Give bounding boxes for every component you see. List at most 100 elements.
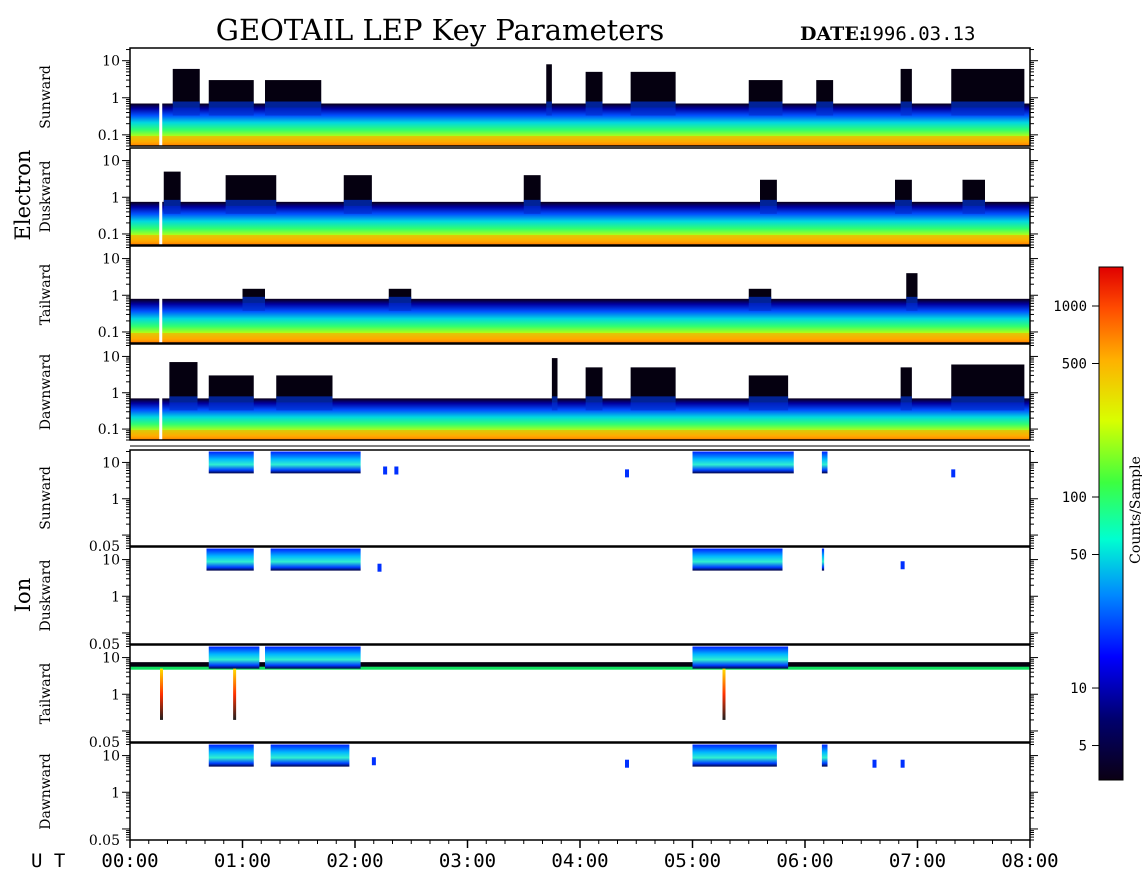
- y-tick-label: 1: [111, 785, 120, 801]
- y-axis: 10 1 0.1: [98, 345, 1038, 441]
- x-tick-label: 03:00: [439, 850, 496, 872]
- panel-frame: [129, 546, 1031, 645]
- panel-frame: [129, 449, 1031, 547]
- panel-label: Tailward: [38, 663, 54, 725]
- x-tick-label: 06:00: [776, 850, 833, 872]
- y-tick-label: 0.1: [98, 325, 120, 341]
- electron-burst-fringe: [265, 101, 322, 116]
- ion-block: [206, 548, 254, 571]
- colorbar-ticks: 1000 500 100 50 10 5: [1053, 299, 1099, 755]
- colorbar-tick-label: 50: [1070, 548, 1087, 564]
- ion-block: [692, 548, 783, 571]
- y-tick-label: 1: [111, 91, 120, 107]
- panel-label: Tailward: [38, 264, 54, 326]
- electron-burst-fringe: [585, 396, 603, 411]
- electron-hot-strip: [130, 333, 1030, 341]
- y-tick-label: 10: [102, 54, 120, 70]
- ion-speck: [625, 759, 629, 768]
- electron-burst-fringe: [900, 101, 912, 116]
- x-tick-label: 08:00: [1001, 850, 1058, 872]
- data-gap: [159, 344, 163, 440]
- y-tick-label: 1: [111, 288, 120, 304]
- panel-frame: [129, 47, 1031, 147]
- electron-burst-fringe: [523, 199, 541, 214]
- ion-block: [692, 646, 789, 669]
- y-axis: 10 1 0.05: [89, 548, 1038, 653]
- electron-burst-fringe: [895, 199, 912, 214]
- ion-speck: [377, 563, 382, 572]
- y-axis: 10 1 0.05: [89, 646, 1038, 751]
- ion-speck: [951, 469, 956, 478]
- ion-spike: [233, 668, 237, 720]
- colorbar-tick-label: 1000: [1053, 299, 1087, 315]
- electron-burst-fringe: [748, 396, 789, 411]
- panel-data: [208, 744, 905, 768]
- electron-burst-fringe: [962, 199, 985, 214]
- electron-burst: [585, 367, 603, 403]
- panels: 10 1 0.1 Sunward 10 1 0.1 Duskward 10 1 0.1 Tailwar…: [38, 47, 1038, 849]
- electron-burst-fringe: [551, 396, 558, 411]
- electron-burst-fringe: [585, 101, 603, 116]
- electron-burst: [523, 175, 541, 206]
- ion-spike: [722, 668, 726, 720]
- ion-block: [821, 548, 825, 571]
- y-tick-label: 1: [111, 687, 120, 703]
- ion-baseline-edge: [130, 666, 1030, 670]
- electron-burst: [900, 367, 912, 403]
- electron-burst-fringe: [630, 101, 676, 116]
- electron-burst: [169, 362, 198, 403]
- y-tick-label: 10: [102, 455, 120, 471]
- y-axis: 10 1 0.05: [89, 451, 1038, 555]
- electron-burst: [546, 64, 552, 108]
- x-tick-label: 04:00: [551, 850, 608, 872]
- panel-data: [206, 548, 905, 572]
- electron-burst: [163, 171, 181, 206]
- colorbar: [1098, 266, 1124, 781]
- ion-block: [692, 744, 777, 767]
- y-tick-label: 1: [111, 386, 120, 402]
- ion-block: [270, 548, 361, 571]
- electron-burst: [906, 273, 918, 303]
- ion-block: [265, 646, 361, 669]
- panel-electron-dawnward: 10 1 0.1 Dawnward: [38, 343, 1038, 441]
- panel-ion-sunward: 10 1 0.05 Sunward: [38, 449, 1038, 555]
- electron-burst-fringe: [208, 396, 254, 411]
- panel-frame: [129, 343, 1031, 441]
- date-value: 1996.03.13: [861, 23, 975, 45]
- y-axis: 10 1 0.1: [98, 49, 1038, 147]
- panel-data: [208, 451, 956, 478]
- x-axis-ticks: 00:00 01:00 02:00 03:00 04:00 05:00 06:00 07:00…: [101, 840, 1059, 872]
- electron-burst-fringe: [276, 396, 333, 411]
- y-tick-label: 0.05: [89, 637, 120, 653]
- panel-electron-sunward: 10 1 0.1 Sunward: [38, 47, 1038, 147]
- panel-frame: [129, 147, 1031, 246]
- ion-speck: [900, 759, 905, 768]
- electron-burst-fringe: [900, 396, 912, 411]
- ion-block: [692, 451, 794, 474]
- electron-burst-fringe: [951, 396, 1025, 411]
- ion-speck: [383, 466, 388, 475]
- colorbar-tick-label: 500: [1062, 356, 1087, 372]
- ion-spike: [160, 668, 163, 720]
- electron-burst-fringe: [163, 199, 181, 214]
- data-gap: [159, 148, 163, 245]
- y-tick-label: 0.05: [89, 735, 120, 751]
- y-tick-label: 10: [102, 154, 120, 170]
- panel-label: Duskward: [38, 560, 54, 632]
- electron-burst-fringe: [172, 101, 200, 116]
- y-tick-label: 10: [102, 349, 120, 365]
- ion-speck: [371, 757, 376, 766]
- ion-block: [208, 744, 254, 767]
- ion-speck: [872, 759, 877, 768]
- panel-electron-duskward: 10 1 0.1 Duskward: [38, 147, 1038, 246]
- ion-block: [270, 744, 350, 767]
- colorbar-tick-label: 5: [1079, 739, 1087, 755]
- ion-block: [821, 451, 828, 474]
- electron-burst-fringe: [208, 101, 254, 116]
- electron-burst: [551, 358, 558, 403]
- y-tick-label: 0.1: [98, 227, 120, 243]
- y-tick-label: 0.05: [89, 539, 120, 555]
- y-tick-label: 1: [111, 190, 120, 206]
- panel-label: Sunward: [38, 65, 54, 129]
- y-tick-label: 1: [111, 589, 120, 605]
